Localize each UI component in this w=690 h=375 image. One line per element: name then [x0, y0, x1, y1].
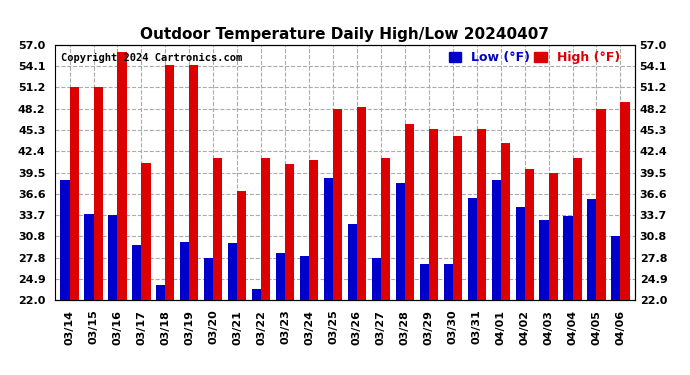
Bar	[262, 158, 270, 300]
Bar	[189, 65, 199, 300]
Bar	[324, 178, 333, 300]
Bar	[180, 242, 189, 300]
Bar	[428, 129, 438, 300]
Bar	[491, 180, 501, 300]
Bar	[420, 264, 428, 300]
Bar	[276, 253, 285, 300]
Bar	[468, 198, 477, 300]
Bar	[587, 200, 596, 300]
Bar	[549, 172, 558, 300]
Bar	[237, 191, 246, 300]
Bar	[564, 216, 573, 300]
Bar	[524, 169, 534, 300]
Bar	[285, 164, 294, 300]
Bar	[141, 163, 150, 300]
Bar	[61, 180, 70, 300]
Bar	[132, 245, 141, 300]
Bar	[84, 214, 94, 300]
Bar	[444, 264, 453, 300]
Bar	[501, 143, 510, 300]
Bar	[453, 136, 462, 300]
Bar	[405, 124, 414, 300]
Bar	[204, 258, 213, 300]
Legend: Low (°F), High (°F): Low (°F), High (°F)	[449, 51, 620, 64]
Bar	[620, 102, 629, 300]
Bar	[108, 215, 117, 300]
Bar	[396, 183, 405, 300]
Bar	[309, 160, 318, 300]
Bar	[540, 220, 549, 300]
Bar	[166, 64, 175, 300]
Bar	[117, 52, 126, 300]
Bar	[156, 285, 166, 300]
Bar	[94, 87, 103, 300]
Bar	[252, 289, 262, 300]
Bar	[372, 258, 381, 300]
Bar	[333, 109, 342, 300]
Text: Copyright 2024 Cartronics.com: Copyright 2024 Cartronics.com	[61, 53, 242, 63]
Bar	[300, 256, 309, 300]
Bar	[381, 158, 390, 300]
Title: Outdoor Temperature Daily High/Low 20240407: Outdoor Temperature Daily High/Low 20240…	[141, 27, 549, 42]
Bar	[228, 243, 237, 300]
Bar	[596, 109, 606, 300]
Bar	[573, 158, 582, 300]
Bar	[348, 224, 357, 300]
Bar	[357, 107, 366, 300]
Bar	[515, 207, 524, 300]
Bar	[611, 236, 620, 300]
Bar	[477, 129, 486, 300]
Bar	[70, 87, 79, 300]
Bar	[213, 158, 222, 300]
